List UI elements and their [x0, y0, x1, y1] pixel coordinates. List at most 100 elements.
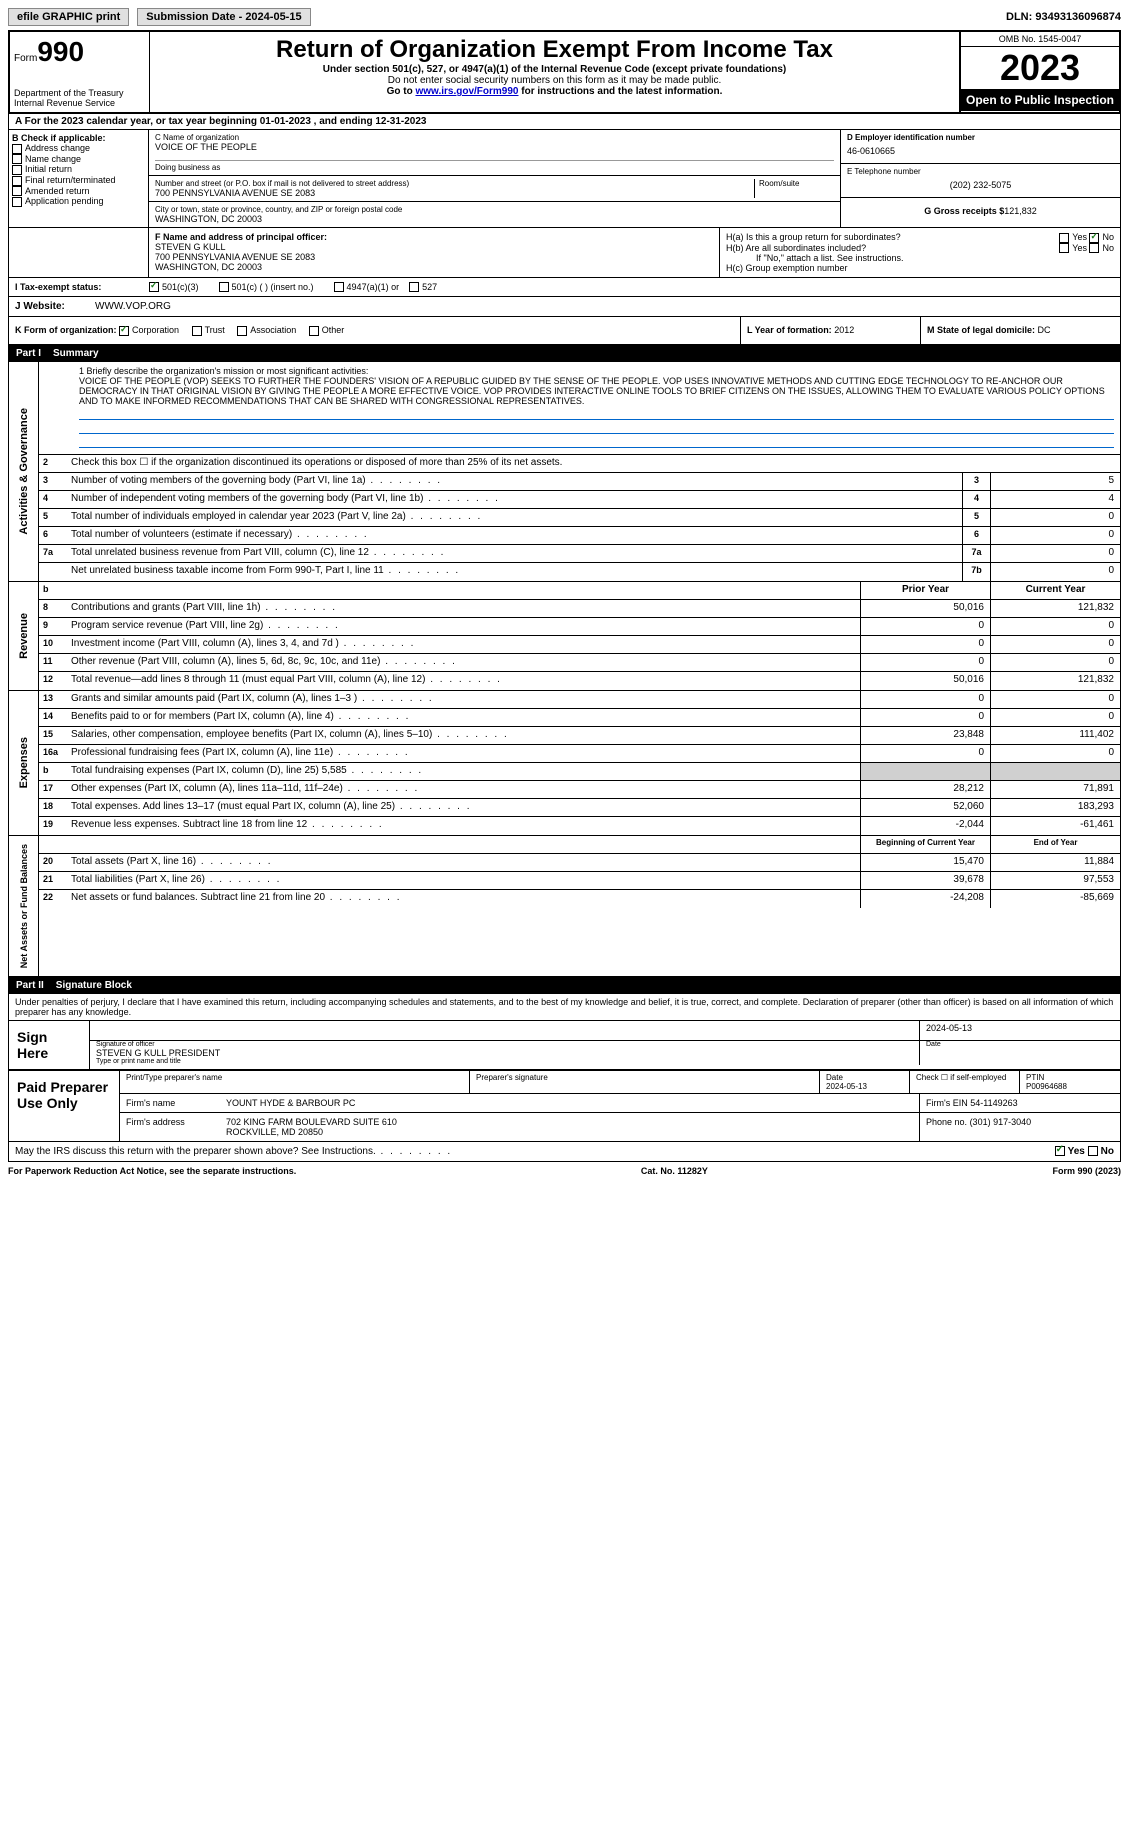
table-row: bTotal fundraising expenses (Part IX, co…: [39, 763, 1120, 781]
officer-h-row: F Name and address of principal officer:…: [8, 228, 1121, 278]
date-label: Date: [920, 1041, 1120, 1065]
a-end: 12-31-2023: [375, 116, 426, 127]
ph-l: Phone no.: [926, 1117, 967, 1127]
table-row: 5Total number of individuals employed in…: [39, 509, 1120, 527]
sub3-pre: Go to: [387, 86, 416, 97]
b-2: Initial return: [25, 164, 72, 174]
submission-btn[interactable]: Submission Date - 2024-05-15: [137, 8, 310, 26]
revenue-label: Revenue: [16, 605, 32, 667]
tax-status-row: I Tax-exempt status: 501(c)(3) 501(c) ( …: [8, 278, 1121, 297]
k-corp-chk[interactable]: [119, 326, 129, 336]
net-label: Net Assets or Fund Balances: [17, 836, 31, 976]
d-tel: (202) 232-5075: [847, 176, 1114, 194]
firm-name: YOUNT HYDE & BARBOUR PC: [220, 1094, 920, 1112]
table-row: 11Other revenue (Part VIII, column (A), …: [39, 654, 1120, 672]
table-row: 6Total number of volunteers (estimate if…: [39, 527, 1120, 545]
k-trust-chk[interactable]: [192, 326, 202, 336]
i-c-chk[interactable]: [219, 282, 229, 292]
c-dba-label: Doing business as: [155, 160, 834, 172]
b-num: b: [39, 582, 67, 599]
sig-name: STEVEN G KULL PRESIDENT: [96, 1048, 220, 1058]
table-row: 20Total assets (Part X, line 16)15,47011…: [39, 854, 1120, 872]
part2-num: Part II: [16, 980, 56, 991]
paid-prep: Paid Preparer Use Only: [9, 1071, 119, 1141]
mission-text: VOICE OF THE PEOPLE (VOP) SEEKS TO FURTH…: [79, 376, 1114, 406]
hb-yes-l: Yes: [1072, 243, 1087, 253]
efile-btn[interactable]: efile GRAPHIC print: [8, 8, 129, 26]
ph: (301) 917-3040: [970, 1117, 1032, 1127]
col-b: B Check if applicable: Address change Na…: [9, 130, 149, 227]
f-addr2: WASHINGTON, DC 20003: [155, 262, 713, 272]
table-row: 13Grants and similar amounts paid (Part …: [39, 691, 1120, 709]
subtitle1: Under section 501(c), 527, or 4947(a)(1)…: [154, 64, 955, 75]
dept: Department of the Treasury: [14, 88, 145, 98]
table-row: 19Revenue less expenses. Subtract line 1…: [39, 817, 1120, 835]
pd-label: Date: [826, 1073, 843, 1082]
discuss-yes[interactable]: [1055, 1146, 1065, 1156]
ha: H(a) Is this a group return for subordin…: [726, 232, 901, 243]
ha-yes[interactable]: [1059, 233, 1069, 243]
b-3: Final return/terminated: [25, 175, 116, 185]
chk-name[interactable]: [12, 154, 22, 164]
chk-addr[interactable]: [12, 144, 22, 154]
firm-addr-l: Firm's address: [120, 1113, 220, 1141]
hb-note: If "No," attach a list. See instructions…: [726, 253, 1114, 263]
table-row: 16aProfessional fundraising fees (Part I…: [39, 745, 1120, 763]
discuss-no[interactable]: [1088, 1146, 1098, 1156]
dn: No: [1101, 1146, 1114, 1157]
omb: OMB No. 1545-0047: [961, 32, 1119, 47]
a-pre: A For the 2023 calendar year, or tax yea…: [15, 116, 260, 127]
table-row: 18Total expenses. Add lines 13–17 (must …: [39, 799, 1120, 817]
chk-init[interactable]: [12, 165, 22, 175]
table-row: 22Net assets or fund balances. Subtract …: [39, 890, 1120, 908]
k-assoc-chk[interactable]: [237, 326, 247, 336]
b-label: B Check if applicable:: [12, 133, 145, 143]
begin-header: Beginning of Current Year: [860, 836, 990, 853]
mission-block: 1 Briefly describe the organization's mi…: [39, 362, 1120, 455]
chk-amend[interactable]: [12, 186, 22, 196]
ha-no[interactable]: [1089, 233, 1099, 243]
check-se: Check ☐ if self-employed: [910, 1071, 1020, 1093]
table-row: 21Total liabilities (Part X, line 26)39,…: [39, 872, 1120, 890]
l-val: 2012: [834, 325, 854, 335]
fa2: ROCKVILLE, MD 20850: [226, 1127, 323, 1137]
i-a1-chk[interactable]: [334, 282, 344, 292]
fein-l: Firm's EIN: [926, 1098, 968, 1108]
d-tel-label: E Telephone number: [847, 167, 1114, 176]
fa1: 702 KING FARM BOULEVARD SUITE 610: [226, 1117, 397, 1127]
dln: DLN: 93493136096874: [1006, 11, 1121, 23]
i-c3-chk[interactable]: [149, 282, 159, 292]
irs: Internal Revenue Service: [14, 98, 145, 108]
hc: H(c) Group exemption number: [726, 263, 1114, 273]
sig-name-label: Type or print name and title: [96, 1058, 181, 1065]
k-label: K Form of organization:: [15, 325, 117, 335]
i-c3: 501(c)(3): [162, 282, 199, 292]
ha-yes-l: Yes: [1072, 232, 1087, 242]
c-addr: 700 PENNSYLVANIA AVENUE SE 2083: [155, 188, 754, 198]
table-row: 10Investment income (Part VIII, column (…: [39, 636, 1120, 654]
c-name: VOICE OF THE PEOPLE: [155, 142, 834, 152]
chk-app[interactable]: [12, 197, 22, 207]
hb-no[interactable]: [1089, 243, 1099, 253]
irs-link[interactable]: www.irs.gov/Form990: [415, 86, 518, 97]
d-gross: 121,832: [1004, 206, 1037, 216]
end-header: End of Year: [990, 836, 1120, 853]
prep-name-label: Print/Type preparer's name: [120, 1071, 470, 1093]
net-section: Net Assets or Fund Balances Beginning of…: [8, 836, 1121, 977]
i-527-chk[interactable]: [409, 282, 419, 292]
k-corp: Corporation: [132, 325, 179, 335]
k-other-chk[interactable]: [309, 326, 319, 336]
col-c: C Name of organization VOICE OF THE PEOP…: [149, 130, 840, 227]
b-4: Amended return: [25, 186, 90, 196]
chk-final[interactable]: [12, 176, 22, 186]
part1-header: Part I Summary: [8, 345, 1121, 362]
mission-label: 1 Briefly describe the organization's mi…: [79, 366, 1114, 376]
pd: 2024-05-13: [826, 1082, 867, 1091]
hb-yes[interactable]: [1059, 243, 1069, 253]
activities-label: Activities & Governance: [16, 400, 32, 543]
footer-right: Form 990 (2023): [1052, 1166, 1121, 1176]
form-number: 990: [37, 36, 84, 67]
revenue-section: Revenue b Prior Year Current Year 8Contr…: [8, 582, 1121, 691]
form-prefix: Form: [14, 53, 37, 64]
f-addr1: 700 PENNSYLVANIA AVENUE SE 2083: [155, 252, 713, 262]
